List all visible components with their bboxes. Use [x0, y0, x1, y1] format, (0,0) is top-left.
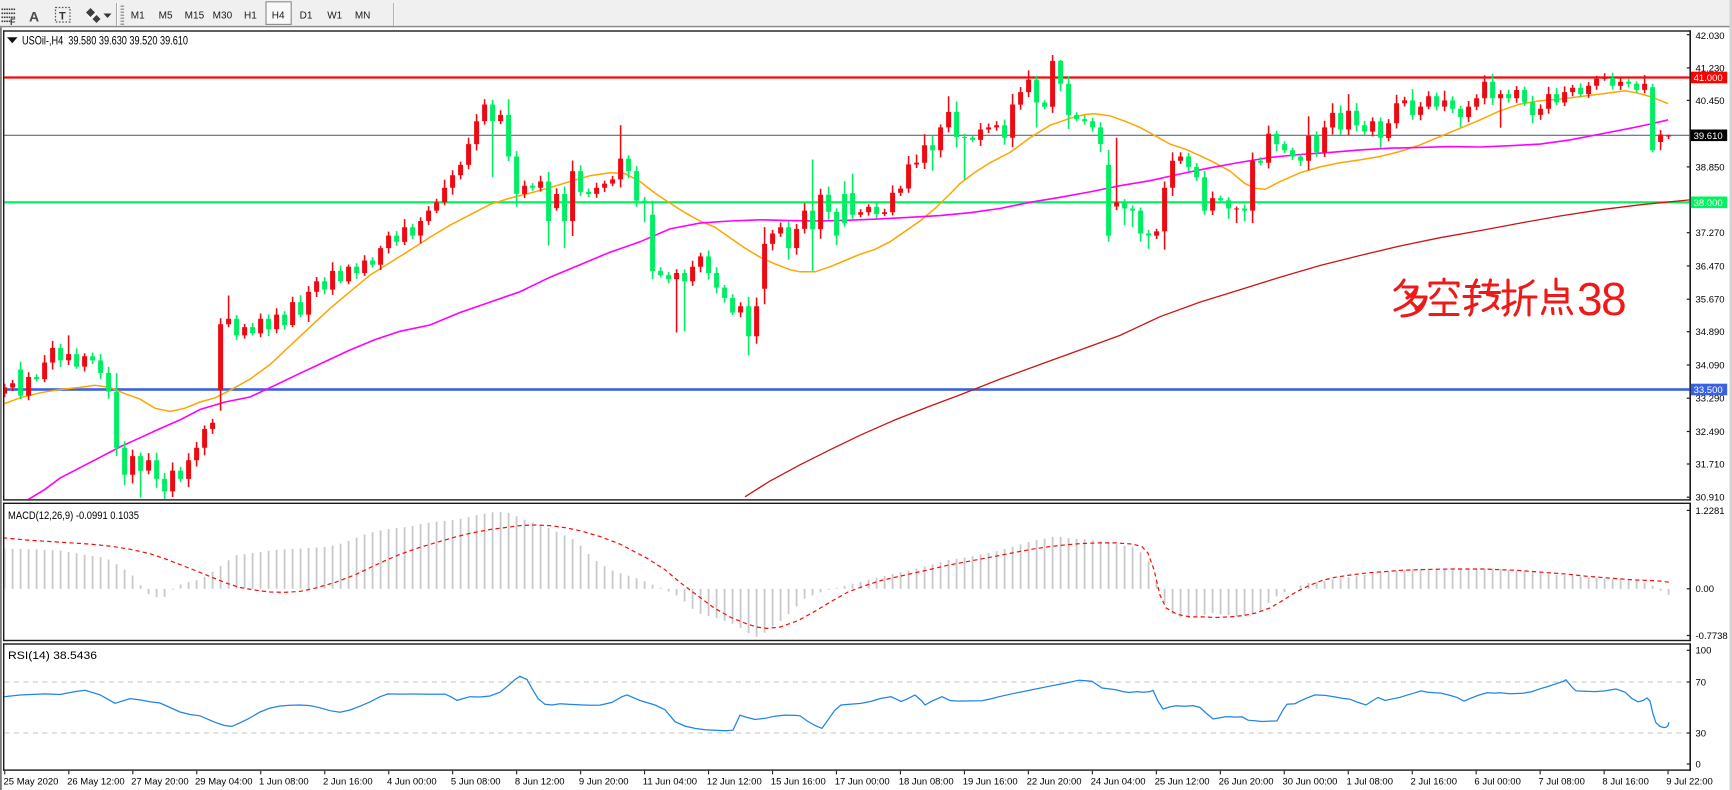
svg-text:17 Jun 00:00: 17 Jun 00:00 [835, 776, 890, 787]
svg-text:M15: M15 [185, 11, 205, 22]
svg-text:2 Jun 16:00: 2 Jun 16:00 [323, 776, 373, 787]
svg-text:41.230: 41.230 [1696, 63, 1725, 74]
svg-text:15 Jun 16:00: 15 Jun 16:00 [771, 776, 826, 787]
svg-text:2 Jul 16:00: 2 Jul 16:00 [1411, 776, 1457, 787]
svg-text:1.2281: 1.2281 [1696, 506, 1725, 517]
svg-text:70: 70 [1696, 677, 1707, 688]
svg-text:F: F [10, 17, 16, 27]
svg-text:A: A [29, 9, 39, 25]
svg-text:36.470: 36.470 [1696, 261, 1725, 272]
svg-text:38.000: 38.000 [1694, 198, 1723, 209]
svg-text:42.030: 42.030 [1696, 31, 1725, 42]
svg-text:33.290: 33.290 [1696, 394, 1725, 405]
svg-text:M1: M1 [131, 11, 145, 22]
svg-text:24 Jun 04:00: 24 Jun 04:00 [1091, 776, 1146, 787]
svg-text:32.490: 32.490 [1696, 427, 1725, 438]
svg-text:9 Jun 20:00: 9 Jun 20:00 [579, 776, 629, 787]
svg-text:27 May 20:00: 27 May 20:00 [131, 776, 189, 787]
svg-text:30 Jun 00:00: 30 Jun 00:00 [1283, 776, 1338, 787]
svg-text:25 May 2020: 25 May 2020 [4, 776, 59, 787]
svg-text:18 Jun 08:00: 18 Jun 08:00 [899, 776, 954, 787]
svg-text:25 Jun 12:00: 25 Jun 12:00 [1155, 776, 1210, 787]
svg-text:H4: H4 [272, 11, 285, 22]
svg-text:29 May 04:00: 29 May 04:00 [195, 776, 253, 787]
svg-text:30: 30 [1696, 728, 1707, 739]
svg-text:39.610: 39.610 [1694, 131, 1723, 142]
svg-text:T: T [59, 11, 66, 23]
svg-text:MACD(12,26,9) -0.0991 0.1035: MACD(12,26,9) -0.0991 0.1035 [8, 510, 139, 522]
svg-text:33.500: 33.500 [1694, 385, 1723, 396]
svg-text:4 Jun 00:00: 4 Jun 00:00 [387, 776, 437, 787]
svg-text:6 Jul 00:00: 6 Jul 00:00 [1474, 776, 1520, 787]
svg-text:35.670: 35.670 [1696, 295, 1725, 306]
svg-text:100: 100 [1696, 646, 1712, 657]
svg-text:34.890: 34.890 [1696, 327, 1725, 338]
svg-text:38: 38 [1577, 273, 1625, 325]
svg-text:31.710: 31.710 [1696, 459, 1725, 470]
svg-text:M5: M5 [159, 11, 173, 22]
svg-text:USOil-,H4 39.580 39.630 39.52: USOil-,H4 39.580 39.630 39.520 39.610 [22, 34, 188, 48]
svg-text:0: 0 [1696, 759, 1701, 770]
svg-text:19 Jun 16:00: 19 Jun 16:00 [963, 776, 1018, 787]
svg-text:D1: D1 [300, 11, 313, 22]
svg-text:30.910: 30.910 [1696, 493, 1725, 504]
svg-text:7 Jul 08:00: 7 Jul 08:00 [1538, 776, 1584, 787]
svg-text:-0.7738: -0.7738 [1696, 631, 1728, 642]
svg-text:26 May 12:00: 26 May 12:00 [67, 776, 125, 787]
svg-text:11 Jun 04:00: 11 Jun 04:00 [643, 776, 697, 787]
svg-text:34.090: 34.090 [1696, 360, 1725, 371]
svg-text:9 Jul 22:00: 9 Jul 22:00 [1666, 776, 1712, 787]
svg-text:1 Jun 08:00: 1 Jun 08:00 [259, 776, 309, 787]
svg-text:38.850: 38.850 [1696, 162, 1725, 173]
svg-text:H1: H1 [244, 11, 257, 22]
svg-text:22 Jun 20:00: 22 Jun 20:00 [1027, 776, 1082, 787]
svg-text:41.000: 41.000 [1694, 73, 1723, 84]
svg-text:M30: M30 [213, 11, 233, 22]
svg-text:8 Jun 12:00: 8 Jun 12:00 [515, 776, 565, 787]
svg-text:1 Jul 08:00: 1 Jul 08:00 [1347, 776, 1393, 787]
svg-text:0.00: 0.00 [1696, 584, 1715, 595]
svg-text:26 Jun 20:00: 26 Jun 20:00 [1219, 776, 1274, 787]
svg-text:W1: W1 [327, 11, 342, 22]
svg-text:5 Jun 08:00: 5 Jun 08:00 [451, 776, 501, 787]
svg-text:37.270: 37.270 [1696, 228, 1725, 239]
svg-text:RSI(14) 38.5436: RSI(14) 38.5436 [8, 650, 97, 662]
svg-text:40.450: 40.450 [1696, 96, 1725, 107]
svg-text:12 Jun 12:00: 12 Jun 12:00 [707, 776, 762, 787]
svg-text:8 Jul 16:00: 8 Jul 16:00 [1602, 776, 1648, 787]
svg-text:MN: MN [355, 11, 371, 22]
